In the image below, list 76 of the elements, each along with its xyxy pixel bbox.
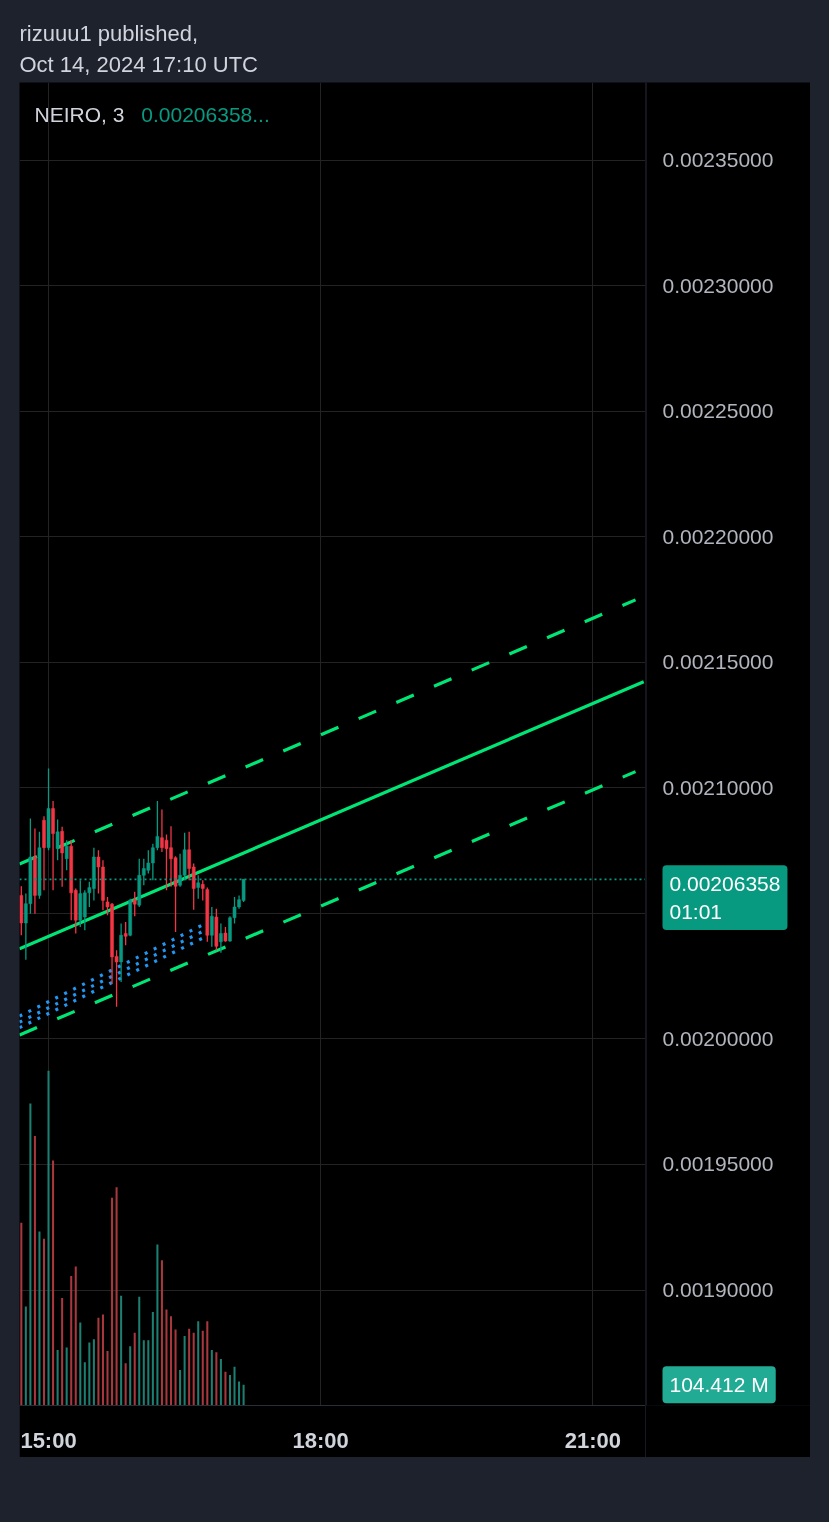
candlestick	[123, 921, 128, 946]
candlestick	[200, 879, 205, 902]
bar	[188, 1328, 191, 1406]
text: rizuuu1 published,	[19, 21, 199, 46]
bar	[165, 1309, 168, 1406]
y-tick-label: 0.00220000	[662, 524, 774, 548]
bar	[147, 1340, 150, 1406]
bar	[92, 1339, 95, 1406]
x-tick-label: 15:00	[20, 1427, 77, 1453]
text: NEIRO, 3	[34, 103, 125, 126]
y-tick-label: 0.00195000	[662, 1152, 774, 1176]
ref-line-label: 0.00206358 01:01	[669, 872, 781, 923]
bar	[47, 1070, 50, 1406]
bar	[179, 1370, 182, 1406]
bar	[133, 1332, 136, 1406]
y-tick-label: 0.00210000	[662, 775, 774, 799]
bar	[238, 1381, 241, 1406]
y-tick-label: 0.00215000	[662, 650, 774, 674]
x-tick-label: 18:00	[292, 1427, 349, 1453]
bar	[52, 1160, 55, 1406]
candlestick	[55, 818, 60, 861]
y-tick-label: 0.00230000	[662, 273, 774, 297]
bar	[228, 1375, 231, 1406]
bar	[219, 1358, 222, 1406]
bar	[192, 1332, 195, 1406]
bar	[120, 1295, 123, 1406]
bar	[242, 1384, 245, 1406]
bar	[129, 1346, 132, 1406]
bar	[151, 1312, 154, 1406]
bar	[61, 1298, 64, 1406]
candlestick	[64, 839, 69, 871]
bar	[183, 1335, 186, 1406]
bar	[97, 1317, 100, 1406]
bar	[65, 1347, 68, 1406]
y-tick-label: 0.00225000	[662, 399, 774, 423]
x-tick-label: 21:00	[564, 1427, 622, 1453]
candlestick	[219, 922, 223, 954]
bar	[156, 1244, 159, 1406]
bar	[83, 1362, 86, 1406]
y-tick-label: 0.00190000	[662, 1278, 774, 1302]
bar	[142, 1340, 145, 1406]
bar	[160, 1260, 163, 1406]
text: 104.412 M	[669, 1373, 769, 1397]
y-tick-label: 0.00235000	[662, 148, 774, 172]
bar	[169, 1316, 173, 1406]
bar	[138, 1296, 141, 1406]
text: 0.00206358...	[141, 102, 270, 126]
bar	[56, 1349, 59, 1406]
bar	[101, 1314, 104, 1406]
bar	[42, 1238, 46, 1406]
bar	[206, 1321, 209, 1406]
bar	[210, 1349, 213, 1406]
bar	[106, 1350, 109, 1406]
bar	[197, 1321, 200, 1406]
bar	[29, 1103, 32, 1406]
bar	[201, 1330, 204, 1406]
bar	[88, 1342, 91, 1406]
bar	[74, 1266, 77, 1406]
candlestick	[210, 906, 214, 948]
text: Oct 14, 2024 17:10 UTC	[19, 52, 259, 77]
bar	[115, 1187, 118, 1406]
bar	[38, 1231, 41, 1406]
bar	[79, 1322, 82, 1406]
bar	[124, 1363, 127, 1406]
bar	[33, 1136, 36, 1406]
bar	[70, 1275, 73, 1406]
bar	[224, 1371, 227, 1406]
bar	[24, 1306, 27, 1406]
bar	[174, 1329, 177, 1406]
bar	[215, 1352, 218, 1406]
candlestick	[132, 891, 137, 917]
bar	[111, 1197, 114, 1406]
bar	[20, 1222, 23, 1406]
candlestick	[60, 826, 64, 888]
bar	[233, 1366, 236, 1406]
y-tick-label: 0.00200000	[662, 1026, 774, 1050]
